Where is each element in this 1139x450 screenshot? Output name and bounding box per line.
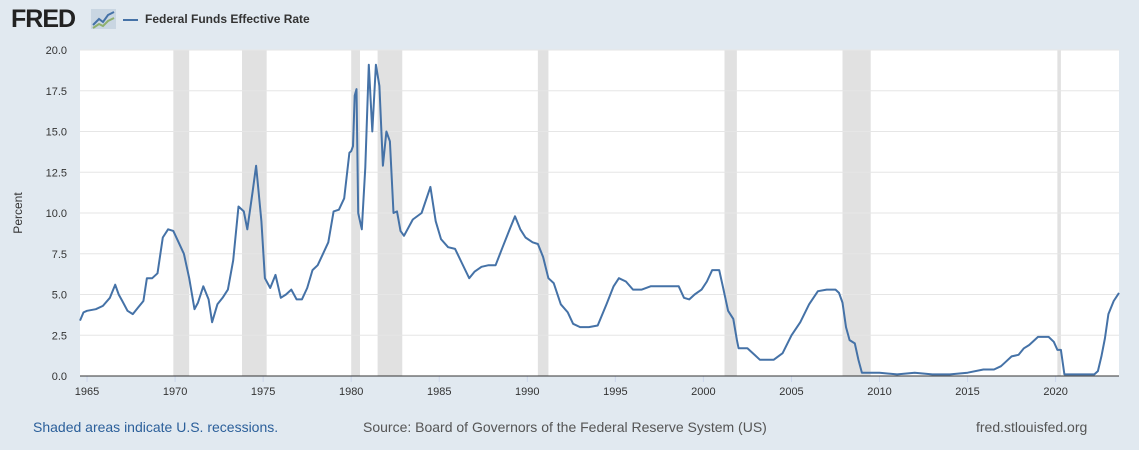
- x-tick-label: 1980: [339, 386, 363, 398]
- y-tick-label: 10.0: [46, 208, 67, 220]
- x-tick-label: 1965: [75, 386, 99, 398]
- y-tick-label: 5.0: [52, 290, 67, 302]
- y-tick-label: 12.5: [46, 167, 67, 179]
- y-tick-label: 20.0: [46, 45, 67, 57]
- y-tick-label: 15.0: [46, 127, 67, 139]
- chart-header: FRED Federal Funds Effective Rate: [0, 0, 1139, 40]
- legend-label: Federal Funds Effective Rate: [145, 12, 310, 26]
- x-tick-label: 1970: [163, 386, 187, 398]
- y-axis-label: Percent: [11, 192, 25, 234]
- y-tick-labels-group: 0.0 2.5 5.0 7.5 10.0 12.5 15.0 17.5 20.0: [46, 45, 67, 383]
- y-tick-label: 17.5: [46, 86, 67, 98]
- recession-note[interactable]: Shaded areas indicate U.S. recessions.: [33, 419, 279, 435]
- trend-line-icon: [91, 9, 116, 29]
- fred-logo[interactable]: FRED: [11, 5, 76, 33]
- x-tick-label: 2005: [779, 386, 803, 398]
- line-chart[interactable]: 0.0 2.5 5.0 7.5 10.0 12.5 15.0 17.5 20.0 1965 197…: [0, 40, 1139, 410]
- x-tick-label: 2010: [867, 386, 891, 398]
- series-line-federal-funds-rate[interactable]: [79, 63, 1120, 376]
- y-tick-label: 7.5: [52, 249, 67, 261]
- source-note[interactable]: Source: Board of Governors of the Federa…: [363, 419, 767, 435]
- x-tick-label: 2020: [1043, 386, 1067, 398]
- y-tick-label: 2.5: [52, 330, 67, 342]
- x-tick-label: 1975: [251, 386, 275, 398]
- y-tick-label: 0.0: [52, 371, 67, 383]
- x-tick-label: 2015: [955, 386, 979, 398]
- legend-swatch: [123, 19, 138, 21]
- x-tick-label: 1985: [427, 386, 451, 398]
- x-tick-labels-group: 1965 1970 1975 1980 1985 1990 1995 2000 2005 2010…: [75, 376, 1068, 398]
- x-tick-label: 1990: [515, 386, 539, 398]
- site-link[interactable]: fred.stlouisfed.org: [976, 419, 1088, 435]
- x-tick-label: 2000: [691, 386, 715, 398]
- x-tick-label: 1995: [603, 386, 627, 398]
